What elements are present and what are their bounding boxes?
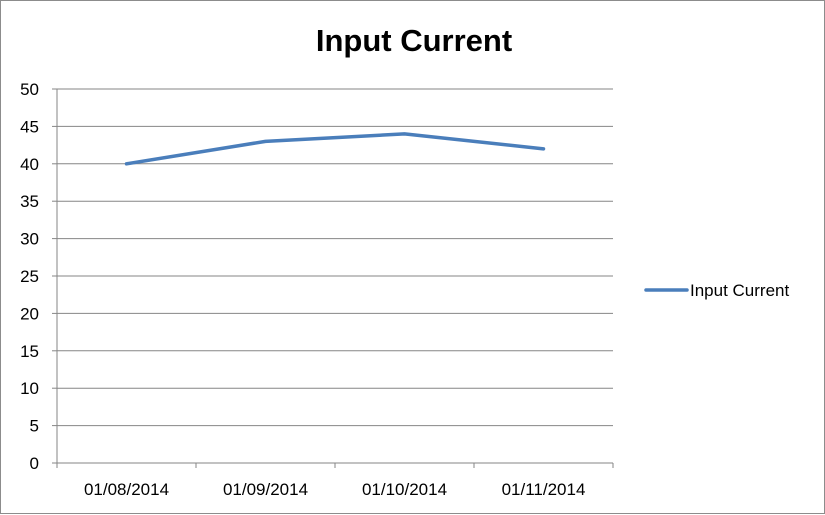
x-tick-label: 01/08/2014 [84,480,169,499]
x-tick-label: 01/10/2014 [362,480,447,499]
legend-label: Input Current [690,281,789,300]
y-tick-label: 20 [20,304,39,323]
y-tick-label: 15 [20,342,39,361]
series-line-input-current [127,134,544,164]
x-tick-label: 01/09/2014 [223,480,308,499]
y-tick-label: 0 [30,454,39,473]
y-tick-label: 5 [30,417,39,436]
y-tick-label: 25 [20,267,39,286]
chart-title: Input Current [316,23,512,58]
x-axis-tick-labels: 01/08/2014 01/09/2014 01/10/2014 01/11/2014 [84,480,585,499]
y-tick-label: 40 [20,155,39,174]
y-tick-label: 50 [20,80,39,99]
y-tick-label: 45 [20,117,39,136]
gridlines [57,89,613,426]
y-tick-label: 30 [20,230,39,249]
x-tick-label: 01/11/2014 [502,480,586,499]
series-lines [126,134,543,164]
y-tick-label: 10 [20,379,39,398]
legend: Input Current [646,281,789,300]
y-tick-label: 35 [20,192,39,211]
y-axis-tick-labels: 0 5 10 15 20 25 30 35 40 45 50 [20,80,39,473]
